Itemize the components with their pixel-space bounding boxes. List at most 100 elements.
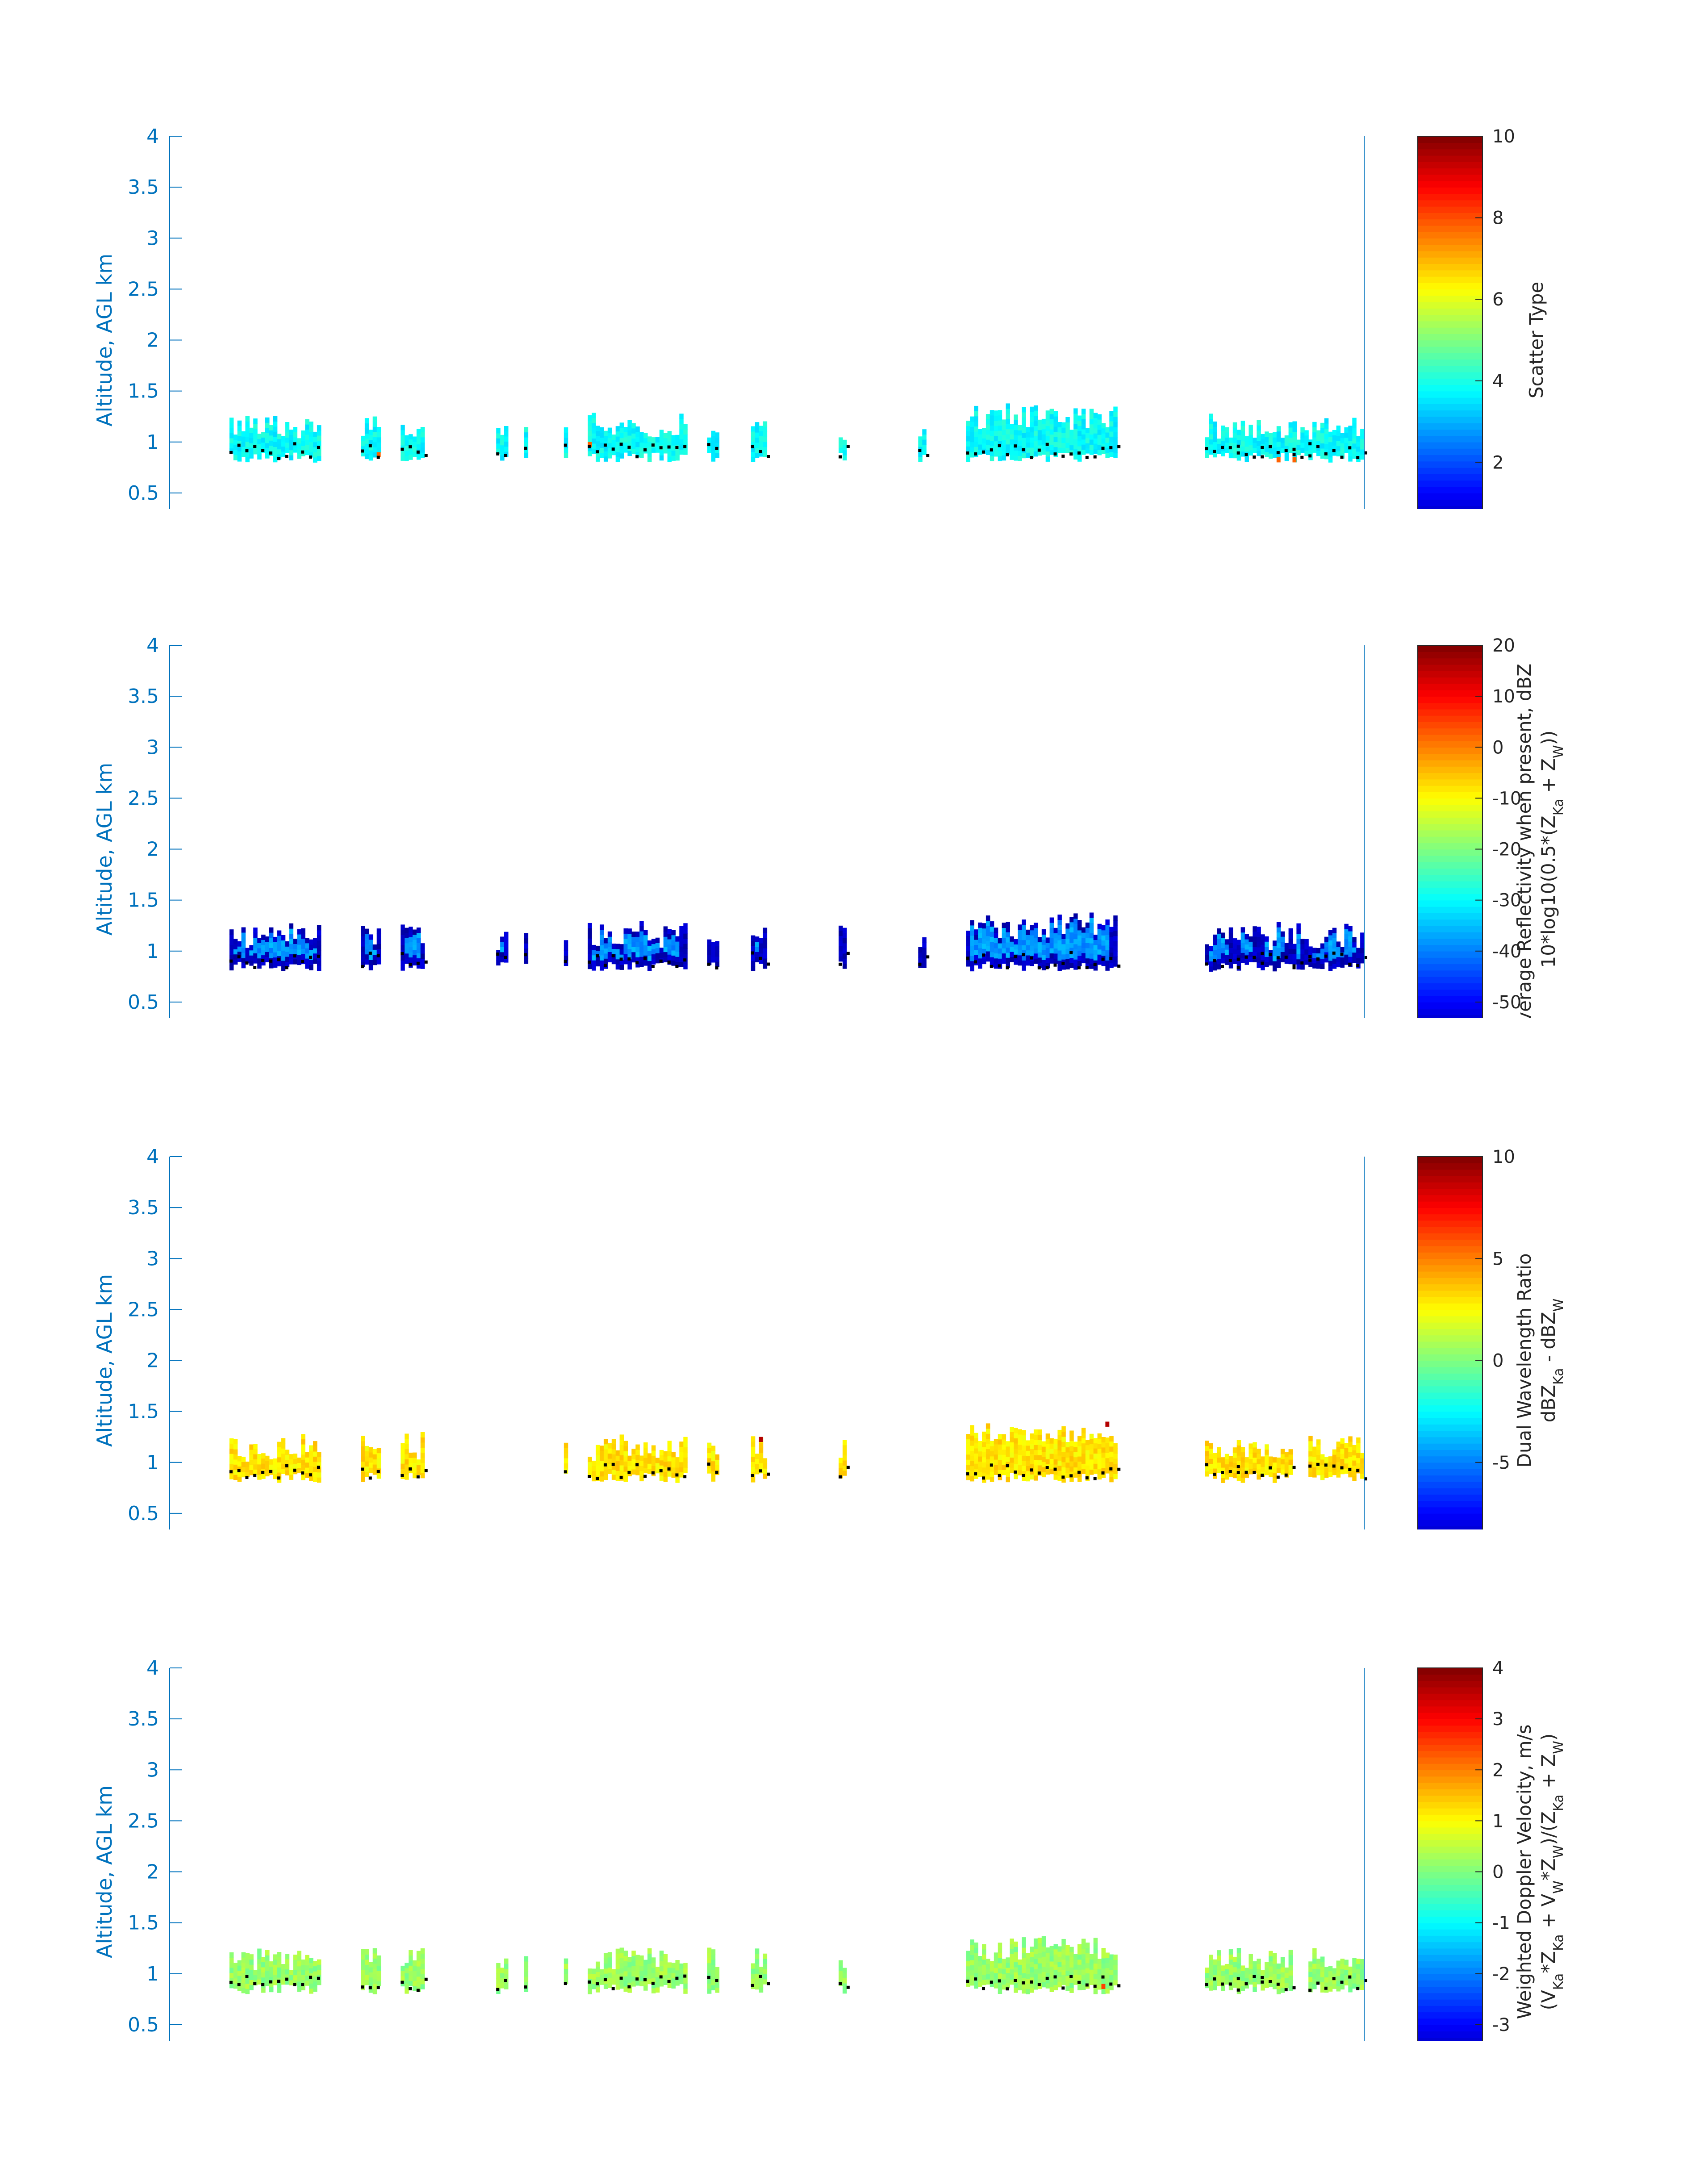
data-cell xyxy=(1272,1467,1277,1473)
cloud-base-dot xyxy=(603,1978,607,1981)
data-cell xyxy=(990,1476,994,1482)
data-cell xyxy=(285,946,290,952)
data-cell xyxy=(974,1952,978,1958)
colorbar-segment xyxy=(1418,149,1482,156)
data-cell xyxy=(1030,1967,1034,1972)
data-cell xyxy=(313,1467,317,1472)
data-cell xyxy=(1033,1954,1038,1960)
data-cell xyxy=(1053,1980,1058,1985)
data-cell xyxy=(1228,443,1233,448)
data-cell xyxy=(659,1971,664,1976)
data-cell xyxy=(1018,950,1022,956)
data-cell xyxy=(1033,1984,1038,1990)
data-cell xyxy=(1284,1452,1289,1458)
data-cell xyxy=(412,1458,417,1463)
data-cell xyxy=(643,1985,648,1991)
colorbar-segment xyxy=(1418,1763,1482,1771)
data-cell xyxy=(1296,964,1301,969)
data-cell xyxy=(1244,1983,1249,1989)
data-cell xyxy=(1221,425,1225,431)
data-cell xyxy=(1033,415,1038,421)
data-cell xyxy=(1006,1471,1010,1477)
data-cell xyxy=(1037,419,1042,425)
data-cell xyxy=(273,1474,278,1479)
data-cell xyxy=(1209,1955,1213,1960)
data-cell xyxy=(1236,1958,1241,1964)
data-cell xyxy=(229,422,234,428)
data-cell xyxy=(1265,1465,1269,1470)
data-cell xyxy=(1261,1985,1265,1991)
colorbar-tick-label: 6 xyxy=(1492,289,1503,310)
colorbar-segment xyxy=(1418,1687,1482,1694)
data-cell xyxy=(990,1471,994,1477)
data-cell xyxy=(1356,441,1361,447)
data-cell xyxy=(994,441,998,447)
data-cell xyxy=(289,923,293,929)
data-cell xyxy=(229,1983,234,1989)
data-cell xyxy=(1033,1974,1038,1980)
data-cell xyxy=(1257,451,1261,456)
data-cell xyxy=(1109,451,1114,457)
cloud-base-dot xyxy=(1348,446,1352,450)
data-cell xyxy=(1081,1943,1086,1949)
data-cell xyxy=(675,936,680,942)
cloud-base-dot xyxy=(1061,454,1065,458)
data-cell xyxy=(1105,447,1110,453)
colorbar-tick-label: -3 xyxy=(1492,2015,1510,2035)
data-cell xyxy=(1352,418,1357,423)
data-cell xyxy=(647,1453,652,1459)
colorbar-segment xyxy=(1418,1668,1482,1675)
data-cell xyxy=(1257,1449,1261,1454)
data-cell xyxy=(420,442,425,448)
data-cell xyxy=(1336,425,1341,431)
data-cell xyxy=(635,452,640,458)
data-cell xyxy=(1284,958,1289,964)
data-cell xyxy=(1065,1442,1070,1448)
data-cell xyxy=(978,1971,982,1977)
data-cell xyxy=(257,953,262,959)
data-cell xyxy=(305,1452,309,1458)
data-cell xyxy=(372,1968,377,1974)
data-cell xyxy=(1269,1471,1273,1477)
data-cell xyxy=(986,1423,990,1429)
data-cell xyxy=(1018,425,1022,430)
data-cell xyxy=(1280,947,1285,952)
data-cell xyxy=(1030,925,1034,931)
data-cell xyxy=(966,456,970,462)
cloud-base-dot xyxy=(1292,1986,1296,1989)
colorbar-segment xyxy=(1418,683,1482,690)
data-cell xyxy=(1049,1438,1054,1444)
data-cell xyxy=(361,1969,365,1975)
data-cell xyxy=(635,962,640,968)
data-cell xyxy=(253,449,258,455)
data-cell xyxy=(1069,1987,1074,1993)
cloud-base-dot xyxy=(596,450,599,454)
cloud-base-dot xyxy=(245,1975,249,1978)
data-cell xyxy=(1236,944,1241,950)
data-cell xyxy=(1236,1440,1241,1446)
data-cell xyxy=(1049,1469,1054,1475)
data-cell xyxy=(1332,928,1337,933)
data-cell xyxy=(1105,1978,1110,1984)
data-cell xyxy=(1356,446,1361,452)
data-cell xyxy=(241,1957,246,1963)
data-cell xyxy=(1113,447,1118,453)
data-cell xyxy=(639,1476,644,1482)
data-cell xyxy=(842,1440,847,1446)
cloud-base-dot xyxy=(846,952,850,955)
data-cell xyxy=(600,1466,604,1471)
data-cell xyxy=(651,1957,656,1963)
data-cell xyxy=(1089,409,1094,414)
data-cell xyxy=(603,938,608,944)
data-cell xyxy=(711,1456,716,1462)
data-cell xyxy=(309,1968,313,1973)
cloud-base-dot xyxy=(966,1472,969,1475)
data-cell xyxy=(1030,1956,1034,1962)
cloud-base-dot xyxy=(998,964,1001,968)
data-cell xyxy=(249,1444,254,1450)
data-cell xyxy=(1033,446,1038,451)
data-cell xyxy=(1073,1472,1078,1478)
data-cell xyxy=(281,935,286,940)
cloud-base-dot xyxy=(767,962,770,966)
data-cell xyxy=(683,964,688,969)
